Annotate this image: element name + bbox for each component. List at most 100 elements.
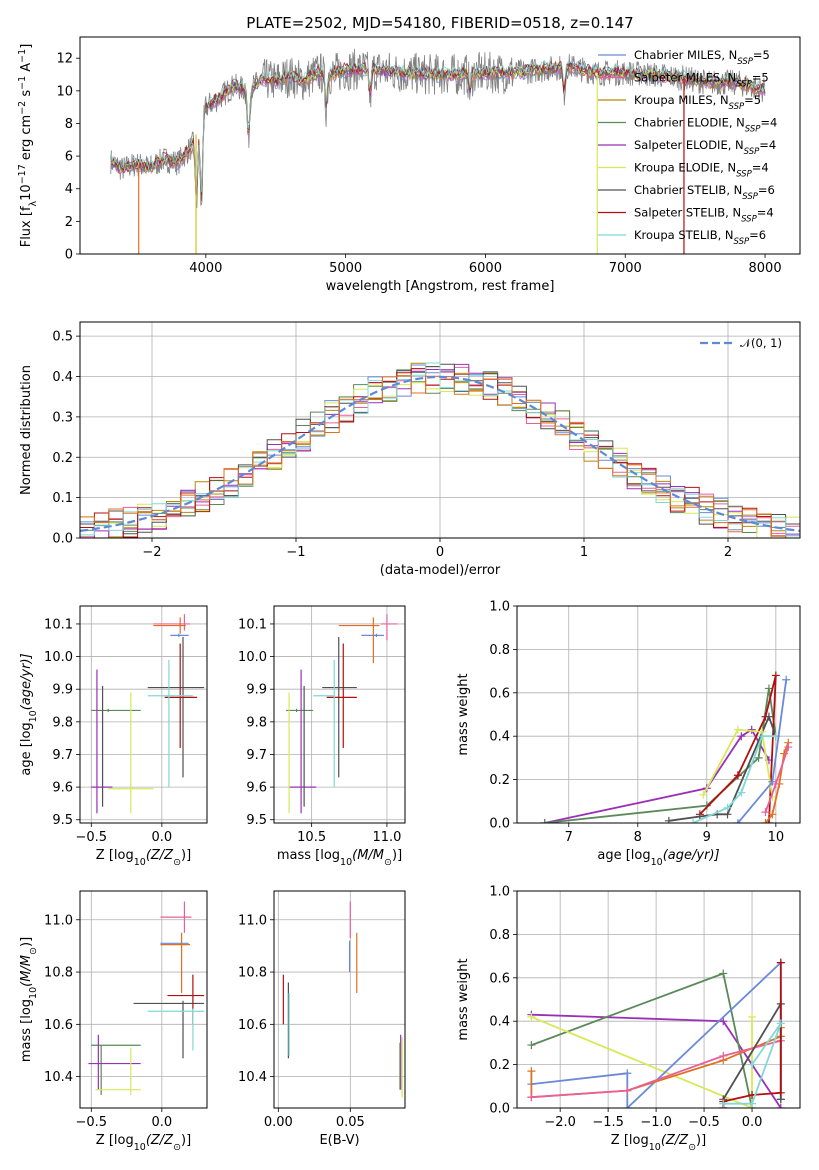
spectrum-frame: [79, 36, 801, 255]
model-spectrum-line: [110, 59, 766, 194]
y-tick-label: 9.5: [246, 813, 267, 828]
x-tick-label: 0: [436, 545, 444, 560]
mass-weight-point: [764, 712, 773, 721]
y-tick-label: 10.6: [238, 1018, 267, 1033]
model-spectrum-line: [110, 64, 766, 203]
mass-weight-point: [527, 1041, 536, 1050]
mass-weight-point: [527, 1012, 536, 1021]
massweight-vs-Z-frame: [516, 890, 801, 1109]
legend-label: Salpeter STELIB, NSSP=4: [634, 206, 774, 225]
y-axis-label: mass weight: [456, 673, 471, 755]
mass-weight-point: [764, 684, 773, 693]
model-spectrum-line: [110, 64, 766, 200]
y-tick-label: 0.0: [52, 532, 73, 547]
x-axis-label: Z [log10(Z/Z⊙)]: [96, 848, 191, 868]
age-vs-Z-axes: −0.5 0.0 9.5 9.6 9.7 9.8 9.9 10.0 10.1 Z [log10(Z…: [19, 605, 208, 868]
y-tick-label: 0.6: [489, 971, 510, 986]
y-tick-label: 4: [65, 182, 73, 197]
x-tick-label: 8000: [749, 261, 782, 276]
x-axis-label: wavelength [Angstrom, rest frame]: [326, 279, 555, 294]
x-axis-label: mass [log10(M/M⊙)]: [277, 848, 402, 868]
x-tick-label: 0.00: [264, 1115, 293, 1130]
y-tick-label: 9.7: [52, 748, 73, 763]
age-vs-mass-frame: [273, 605, 406, 824]
y-tick-label: 11.0: [238, 913, 267, 928]
mass-vs-EBV-frame: [273, 890, 406, 1109]
legend-label: 𝒩(0, 1): [740, 336, 782, 350]
x-tick-label: 7: [565, 830, 573, 845]
y-tick-label: 0.2: [489, 1058, 510, 1073]
x-tick-label: 0.0: [742, 1115, 763, 1130]
legend-label: Kroupa MILES, NSSP=5: [634, 93, 761, 112]
x-tick-label: 5000: [329, 261, 362, 276]
age-vs-Z-plot-area: [91, 614, 205, 814]
age-vs-mass-axes: 10.5 11.0 9.5 9.6 9.7 9.8 9.9 10.0 10.1 mass [log…: [238, 605, 406, 868]
y-tick-label: 1.0: [489, 885, 510, 900]
residuals-plot-area: [80, 362, 800, 538]
mass-weight-point: [719, 1099, 728, 1108]
mass-weight-series-line: [723, 1022, 782, 1105]
age-vs-Z-frame: [79, 605, 208, 824]
mass-vs-EBV-plot-area: [282, 901, 403, 1098]
legend-label: Kroupa ELODIE, NSSP=4: [634, 161, 769, 180]
mass-weight-point: [623, 1069, 632, 1078]
mass-weight-point: [747, 725, 756, 734]
y-axis-label: mass weight: [456, 958, 471, 1040]
mass-weight-point: [719, 1051, 728, 1060]
y-tick-label: 2: [65, 215, 73, 230]
mass-weight-point: [527, 1067, 536, 1076]
y-tick-label: 0.0: [489, 1102, 510, 1117]
x-axis-label: Z [log10(Z/Z⊙)]: [96, 1133, 191, 1153]
x-tick-label: 8: [634, 830, 642, 845]
mass-weight-point: [733, 819, 742, 823]
mass-weight-point: [771, 671, 780, 680]
y-tick-label: 0.3: [52, 410, 73, 425]
mass-weight-point: [527, 1093, 536, 1102]
y-tick-label: 10: [56, 84, 73, 99]
mass-weight-series-line: [531, 972, 753, 1108]
legend-label: Chabrier MILES, NSSP=5: [634, 48, 770, 67]
y-tick-label: 6: [65, 150, 73, 165]
mass-weight-point: [733, 725, 742, 734]
histogram-step: [80, 362, 800, 537]
mass-vs-EBV-axes: 0.00 0.05 10.4 10.6 10.8 11.0 E(B-V): [238, 890, 406, 1148]
residuals-axes: 𝒩(0, 1) −2 −1 0 1 2 0.0 0.1 0.2 0.3 0.4 0.5 (data-mo…: [19, 321, 801, 578]
y-tick-label: 10.0: [44, 650, 73, 665]
mass-weight-series-line: [544, 688, 777, 823]
mass-weight-point: [784, 743, 793, 752]
y-tick-label: 8: [65, 117, 73, 132]
y-tick-label: 9.8: [246, 715, 267, 730]
legend-label: Salpeter ELODIE, NSSP=4: [634, 138, 776, 157]
legend-label: Salpeter MILES, NSSP=5: [634, 71, 769, 90]
x-tick-label: −1: [286, 545, 305, 560]
mass-weight-point: [776, 1104, 785, 1108]
y-tick-label: 9.5: [52, 813, 73, 828]
x-tick-label: 7000: [609, 261, 642, 276]
y-tick-label: 10.4: [238, 1070, 267, 1085]
y-tick-label: 9.9: [52, 683, 73, 698]
model-spectrum-line: [110, 62, 766, 200]
mass-vs-Z-axes: −0.5 0.0 10.4 10.6 10.8 11.0 Z [log10(Z/Z⊙)] ma…: [19, 890, 208, 1153]
y-tick-label: 12: [56, 52, 73, 67]
model-spectrum-line: [110, 60, 766, 196]
massweight-vs-age-frame: [516, 605, 801, 824]
y-tick-label: 0.6: [489, 686, 510, 701]
mass-weight-point: [719, 1017, 728, 1026]
x-tick-label: −2: [142, 545, 161, 560]
y-tick-label: 0.4: [489, 730, 510, 745]
x-tick-label: −2.0: [544, 1115, 576, 1130]
mass-weight-point: [776, 1088, 785, 1097]
x-tick-label: −1.5: [592, 1115, 624, 1130]
mass-weight-point: [737, 732, 746, 741]
y-tick-label: 9.7: [246, 748, 267, 763]
mass-weight-point: [748, 1099, 757, 1108]
mass-weight-point: [758, 732, 767, 741]
spectrum-plot-area: [110, 48, 766, 254]
y-tick-label: 9.6: [52, 781, 73, 796]
y-tick-label: 10.8: [238, 966, 267, 981]
legend-label: Kroupa STELIB, NSSP=6: [634, 228, 766, 247]
x-tick-label: 0.05: [336, 1115, 365, 1130]
y-tick-label: 10.6: [44, 1018, 73, 1033]
mass-weight-point: [540, 819, 549, 823]
